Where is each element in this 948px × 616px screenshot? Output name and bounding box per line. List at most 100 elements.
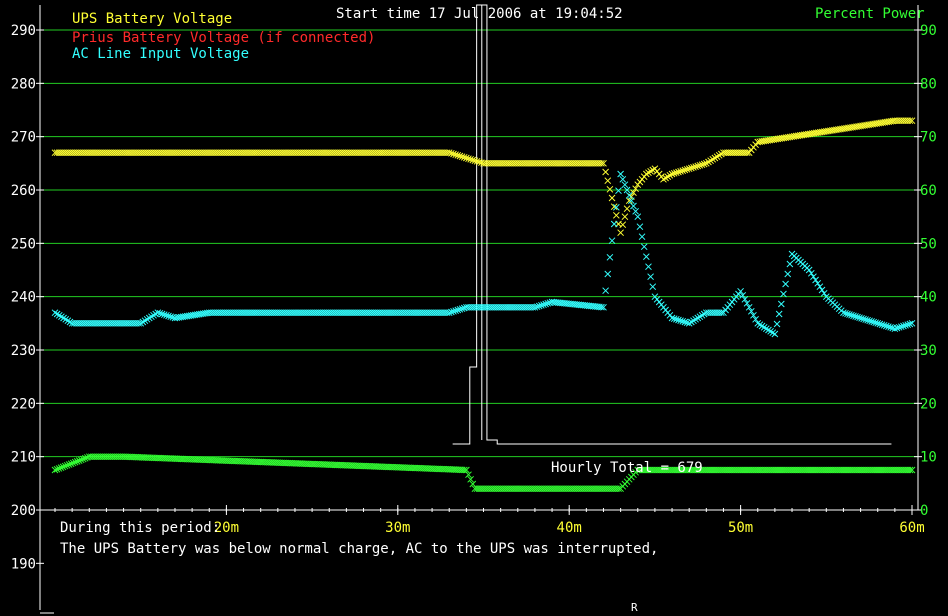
ac-line-point <box>810 273 817 281</box>
ac-line-point <box>862 316 869 323</box>
percent-power-point <box>79 455 87 463</box>
legend-prius-battery: Prius Battery Voltage (if connected) <box>72 30 376 46</box>
ups-battery-point <box>672 169 680 177</box>
ac-line-point <box>454 306 462 314</box>
ac-line-point <box>786 260 794 268</box>
ac-line-point <box>866 317 874 325</box>
percent-power-point <box>615 485 622 493</box>
ac-line-point <box>610 220 618 228</box>
left-tick-label-270: 270 <box>11 130 36 146</box>
ac-line-point <box>608 237 616 245</box>
percent-power-point <box>63 461 71 469</box>
ac-line-point <box>741 295 749 303</box>
ups-battery-point <box>619 221 627 229</box>
ac-line-point <box>882 322 890 330</box>
percent-power-point <box>73 458 81 465</box>
ac-line-point <box>544 299 552 307</box>
axes: 190 200 210 220 230 240 250 260 270 280 290 0 10 20 30… <box>11 5 937 614</box>
ac-line-point <box>621 181 629 189</box>
ac-line-point <box>615 187 622 195</box>
ac-line-point <box>895 323 903 331</box>
ac-line-point <box>743 299 751 307</box>
ac-line-point <box>812 276 819 284</box>
ups-battery-point <box>623 205 631 213</box>
ups-battery-point <box>621 213 629 221</box>
right-tick-label-60: 60 <box>920 183 937 199</box>
ac-line-point <box>818 286 826 294</box>
legend-ac-line: AC Line Input Voltage <box>72 46 250 62</box>
ups-battery-point <box>458 153 466 161</box>
ac-line-point <box>856 314 863 322</box>
ac-line-point <box>598 303 605 311</box>
ups-battery-point <box>610 203 618 211</box>
left-tick-label-260: 260 <box>11 183 36 199</box>
ups-battery-point <box>692 163 699 171</box>
left-tick-label-240: 240 <box>11 290 36 306</box>
ac-line-point <box>154 309 162 317</box>
ups-battery-point <box>450 150 457 158</box>
ac-line-point <box>160 311 168 319</box>
left-tick-label-250: 250 <box>11 236 36 252</box>
ac-line-point <box>533 303 541 311</box>
corner-letter: R <box>631 601 638 614</box>
ac-line-point <box>852 313 859 320</box>
ac-line-point <box>846 311 853 318</box>
ups-battery-point <box>612 211 620 219</box>
percent-power-point <box>61 462 69 470</box>
grid-lines <box>40 29 918 511</box>
ac-line-point <box>874 319 882 327</box>
ac-line-point <box>163 311 170 319</box>
ac-line-point <box>627 197 635 205</box>
ac-line-point <box>906 320 914 328</box>
ac-line-point <box>848 311 855 319</box>
ac-line-point <box>897 323 905 331</box>
status-message: The UPS Battery was below normal charge,… <box>60 541 659 557</box>
ups-battery-point <box>598 159 605 167</box>
ups-battery-point <box>452 151 460 159</box>
ac-line-point <box>860 315 867 323</box>
ac-line-point <box>872 319 880 327</box>
ups-battery-point <box>471 157 479 165</box>
ac-line-point <box>638 233 646 241</box>
ups-battery-point <box>625 197 633 205</box>
right-tick-label-30: 30 <box>920 343 937 359</box>
right-tick-label-40: 40 <box>920 290 937 306</box>
x-tick-label-30m: 30m <box>385 520 410 536</box>
percent-power-point <box>908 466 916 474</box>
left-tick-label-290: 290 <box>11 23 36 39</box>
x-tick-label-60m: 60m <box>899 520 924 536</box>
percent-power-point <box>55 465 63 472</box>
ac-line-point <box>602 287 609 295</box>
percent-power-point <box>467 475 474 483</box>
right-tick-label-10: 10 <box>920 450 937 466</box>
ac-line-point <box>619 175 627 183</box>
ac-line-point <box>784 270 792 278</box>
ups-battery-point <box>687 164 695 172</box>
ac-line-point <box>850 312 857 320</box>
ac-line-point <box>649 283 657 291</box>
ac-line-point <box>717 309 725 317</box>
ups-battery-point <box>698 161 706 169</box>
ups-battery-point <box>683 165 691 173</box>
ups-battery-point <box>445 149 453 157</box>
ac-line-point <box>623 186 631 194</box>
percent-power-point <box>77 456 85 464</box>
ac-line-point <box>612 203 620 211</box>
percent-power-point <box>463 466 470 474</box>
ac-line-point <box>604 270 612 278</box>
ac-line-point <box>878 321 886 329</box>
percent-power-point <box>69 459 77 467</box>
ac-line-point <box>156 309 164 317</box>
ac-line-point <box>887 323 894 331</box>
ac-line-point <box>647 273 654 281</box>
percent-power-point <box>81 454 89 462</box>
ups-battery-point <box>670 169 678 177</box>
ac-line-point <box>452 307 460 315</box>
ac-line-point <box>864 316 871 324</box>
ac-line-point <box>625 191 633 199</box>
ups-battery-point <box>694 162 702 170</box>
ac-line-point <box>807 269 815 277</box>
ac-line-point <box>747 307 755 315</box>
ups-battery-point <box>460 153 468 161</box>
ac-line-point <box>617 170 624 178</box>
